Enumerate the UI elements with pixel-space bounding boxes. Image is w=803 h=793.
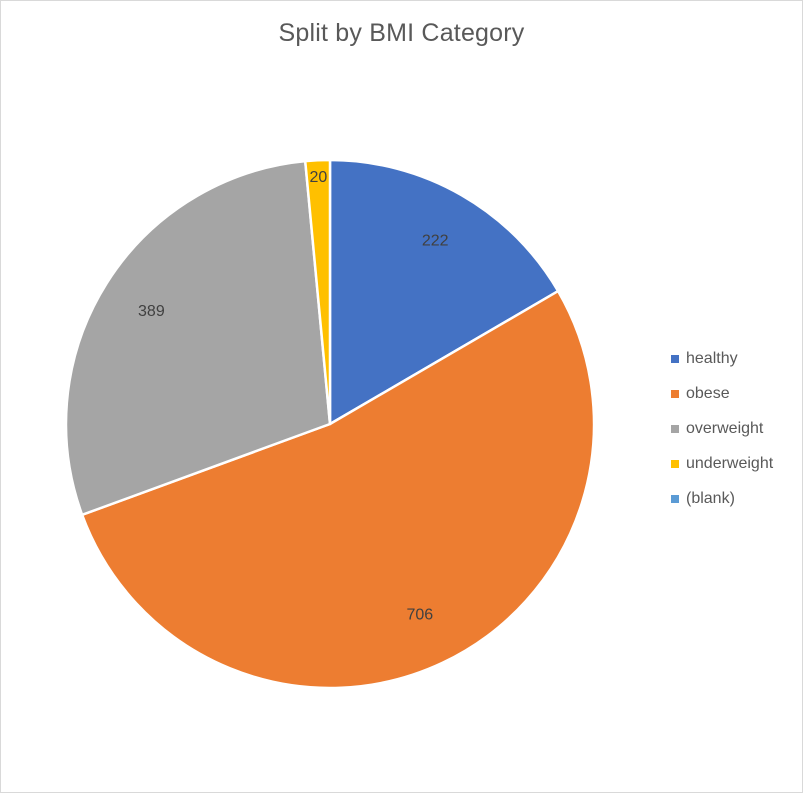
legend-swatch [671,459,679,468]
legend: healthy obese overweight underweight (blank) [671,341,796,516]
legend-item-underweight[interactable]: underweight [671,446,796,481]
data-label-obese: 706 [406,607,433,624]
data-label-underweight: 20 [310,169,328,186]
legend-label: (blank) [686,489,735,507]
legend-label: underweight [686,454,774,472]
legend-label: overweight [686,419,764,437]
pie-slice-underweight[interactable] [303,158,332,426]
legend-label: healthy [686,349,738,367]
pie-slices [64,158,596,690]
legend-swatch [671,354,679,363]
legend-swatch [671,424,679,433]
legend-item-obese[interactable]: obese [671,376,796,411]
data-label-healthy: 222 [422,232,449,249]
legend-swatch [671,389,679,398]
data-labels: 222 706 389 20 [138,169,449,624]
legend-item-blank[interactable]: (blank) [671,481,796,516]
pie-slice-overweight[interactable] [64,159,332,517]
chart-title: Split by BMI Category [278,19,525,47]
legend-item-overweight[interactable]: overweight [671,411,796,446]
legend-item-healthy[interactable]: healthy [671,341,796,376]
data-label-overweight: 389 [138,303,165,320]
pie-slice-obese[interactable] [80,289,596,690]
pie-slice-healthy[interactable] [328,158,560,426]
legend-swatch [671,494,679,503]
legend-label: obese [686,384,730,402]
